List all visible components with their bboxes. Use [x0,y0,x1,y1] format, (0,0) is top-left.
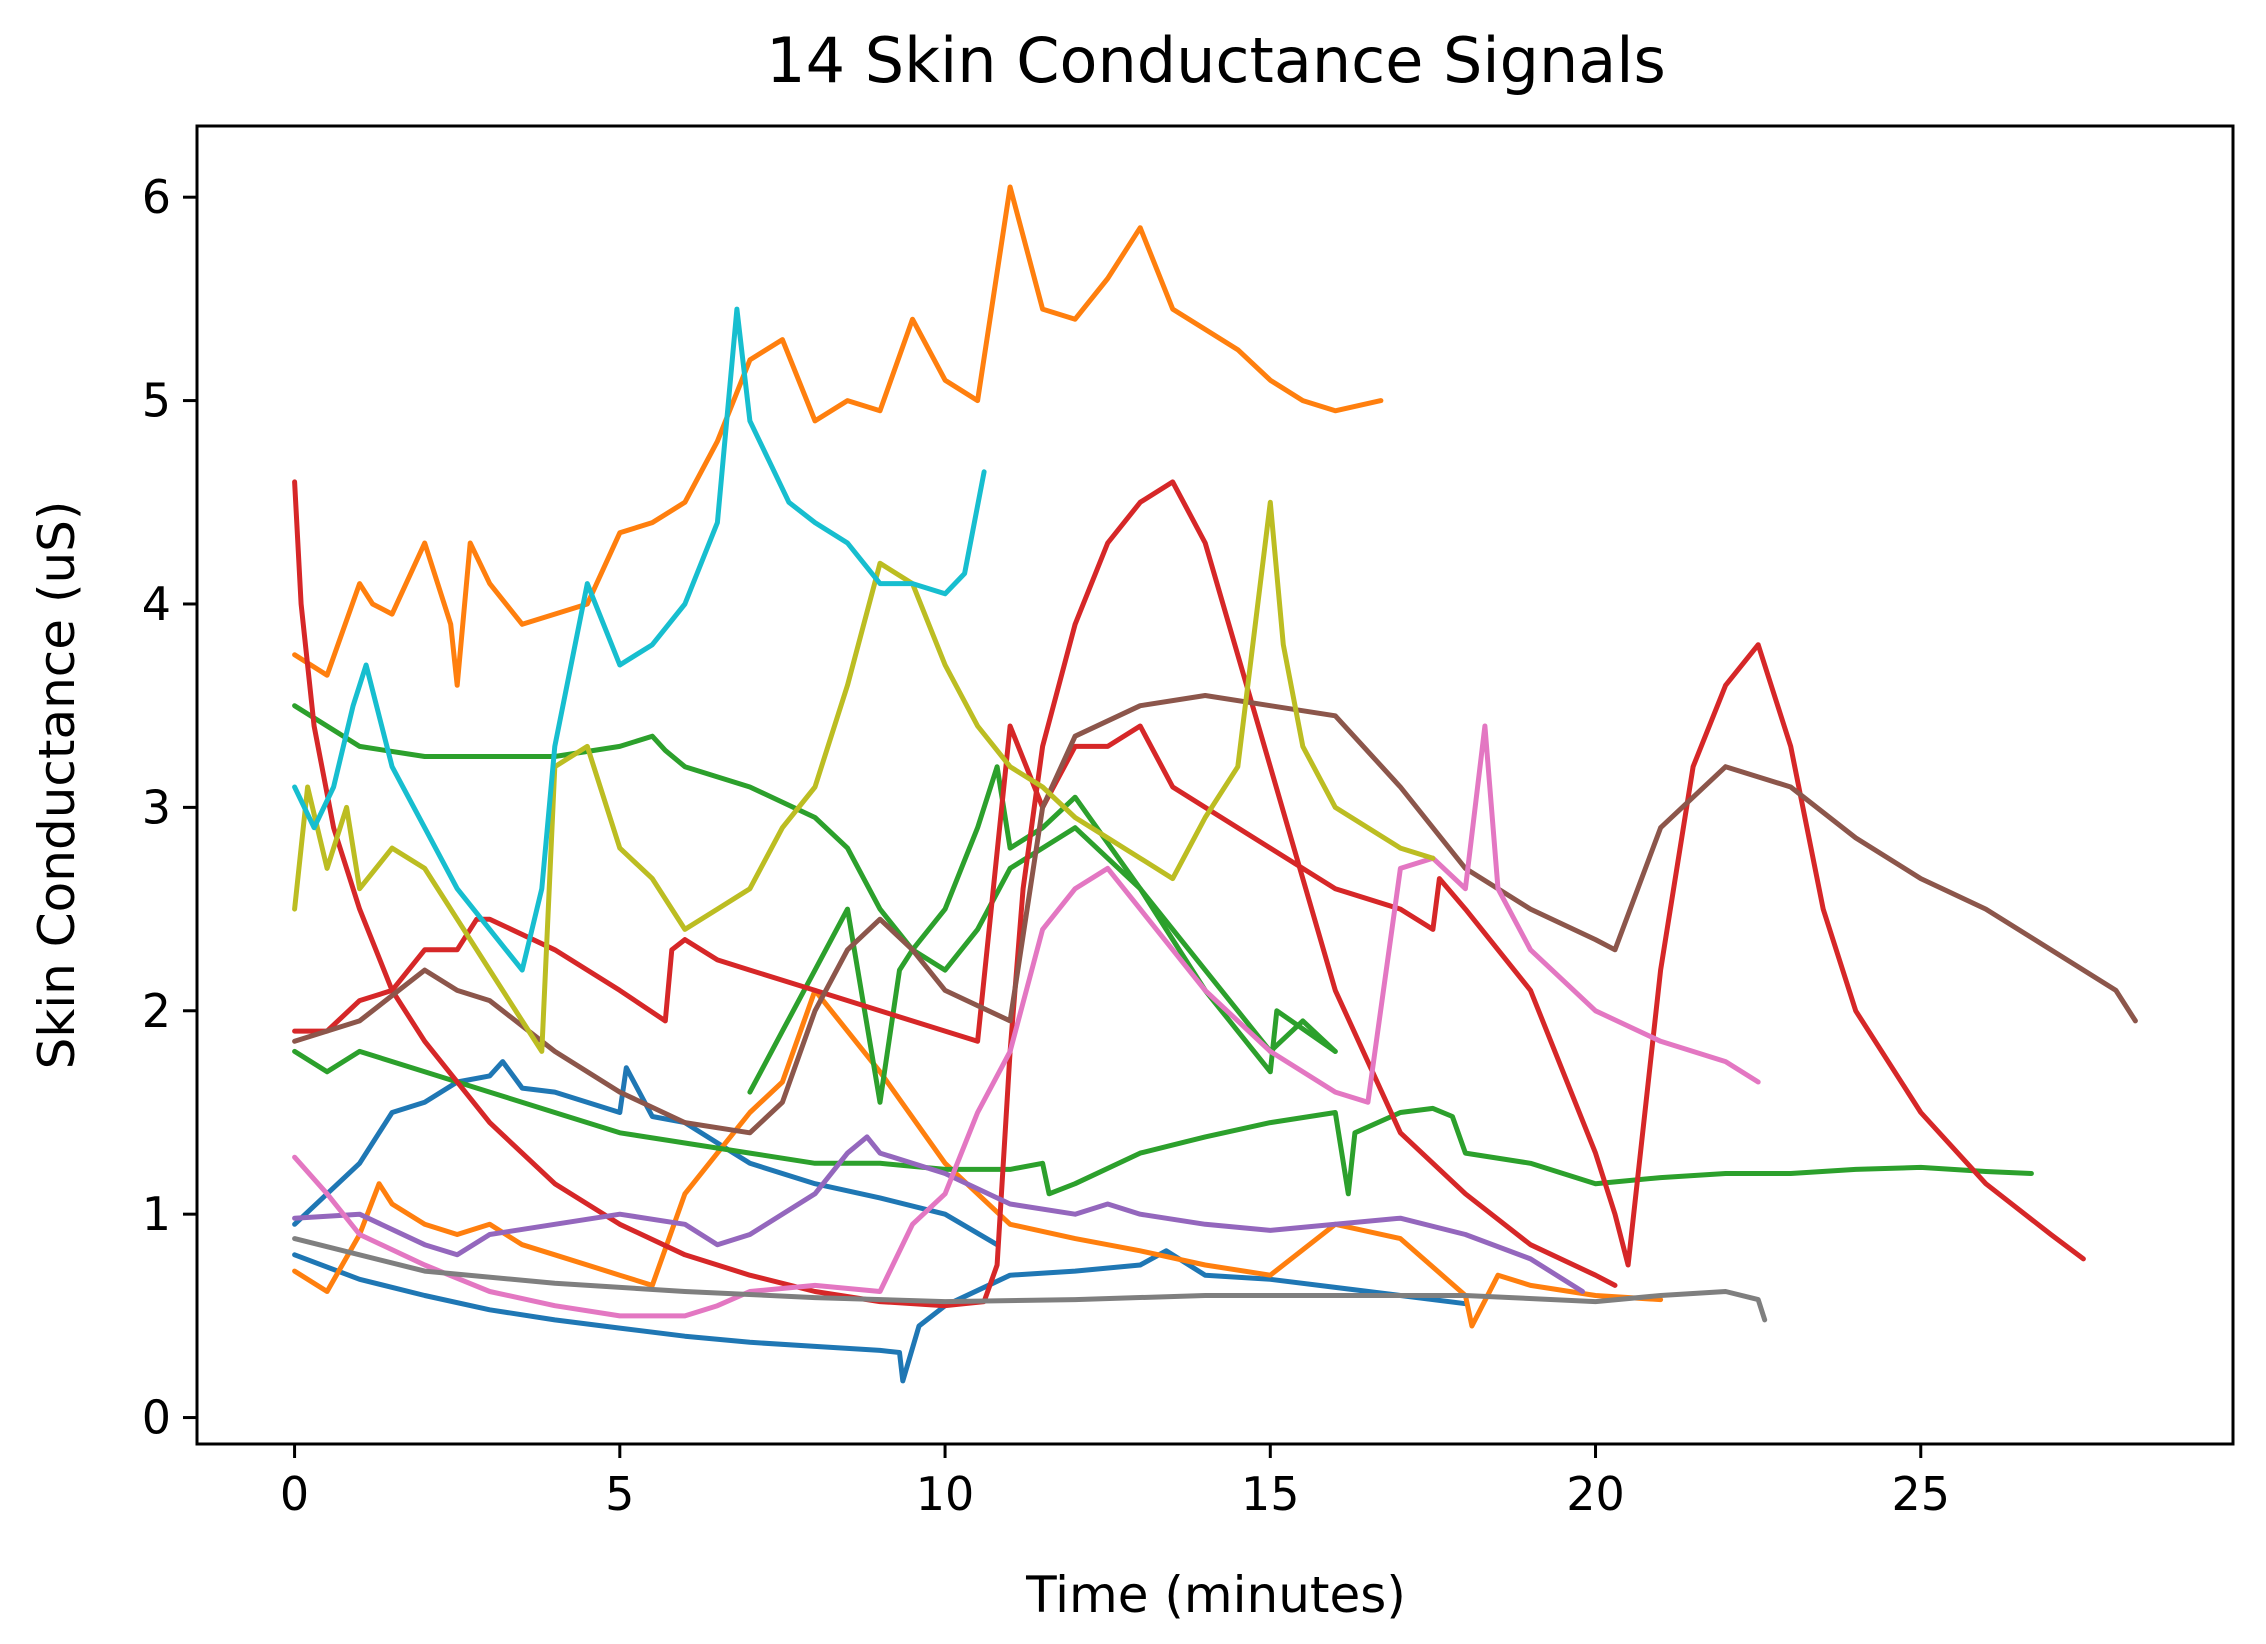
y-tick-label: 5 [142,374,171,428]
series-lines [292,184,2138,1384]
series-line-5 [292,703,1338,1075]
series-line-10 [292,1134,1585,1294]
y-tick-label: 2 [142,984,171,1038]
series-line-15 [292,306,987,973]
series-line-1 [292,1248,1468,1384]
series-line-12 [292,723,1761,1319]
y-axis: 0 1 2 3 4 5 6 [142,170,197,1445]
y-tick-label: 4 [142,577,171,631]
y-axis-label: Skin Conductance (uS) [28,501,86,1070]
series-line-7 [747,764,1338,1105]
series-line-9 [292,642,2086,1268]
series-line-6 [292,1048,2034,1197]
series-line-14 [292,499,1436,1054]
x-axis: 0 5 10 15 20 25 [280,1444,1950,1521]
y-tick-label: 0 [142,1391,171,1445]
x-axis-label: Time (minutes) [1025,1566,1406,1624]
y-tick-label: 6 [142,170,171,224]
plot-frame [195,124,2235,1446]
x-tick-label: 20 [1566,1467,1625,1521]
y-tick-label: 1 [142,1187,171,1241]
chart-title: 14 Skin Conductance Signals [766,24,1666,97]
series-line-2 [292,1059,1000,1248]
series-line-4 [292,987,1664,1329]
x-tick-label: 10 [916,1467,975,1521]
series-line-11 [292,693,2138,1136]
series-line-3 [292,184,1384,688]
x-tick-label: 25 [1891,1467,1950,1521]
x-tick-label: 0 [280,1467,309,1521]
y-tick-label: 3 [142,780,171,834]
x-tick-label: 5 [605,1467,634,1521]
series-line-8 [292,479,1618,1309]
series-line-13 [292,1236,1768,1323]
x-tick-label: 15 [1241,1467,1300,1521]
